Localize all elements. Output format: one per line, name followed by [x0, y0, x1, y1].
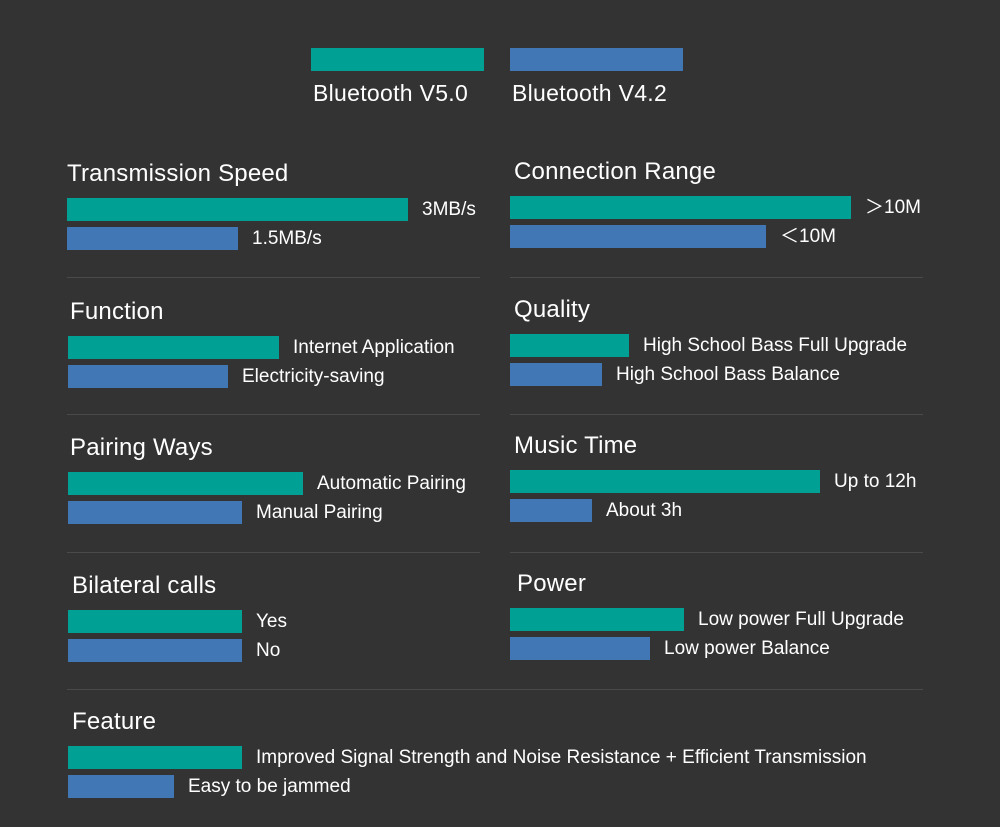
- section-title: Pairing Ways: [70, 434, 213, 461]
- bar-v50-label: Up to 12h: [834, 471, 917, 492]
- section-title: Power: [517, 570, 587, 597]
- bar-v42: [510, 225, 766, 248]
- divider: [510, 414, 923, 415]
- section-title: Quality: [514, 296, 591, 323]
- bar-v50: [510, 334, 629, 357]
- bar-v42-label: ＜10M: [780, 226, 836, 247]
- bar-v50: [68, 336, 279, 359]
- section-title: Connection Range: [514, 158, 717, 185]
- bar-v50-label: 3MB/s: [422, 199, 476, 220]
- bar-v50-label: Improved Signal Strength and Noise Resis…: [256, 747, 867, 768]
- legend-label-v42: Bluetooth V4.2: [512, 80, 668, 106]
- divider: [67, 277, 480, 278]
- bar-v50: [510, 196, 851, 219]
- bar-v50-label: Low power Full Upgrade: [698, 609, 904, 630]
- bar-v42-label: Manual Pairing: [256, 502, 383, 523]
- bar-v50: [68, 610, 242, 633]
- section-title: Transmission Speed: [67, 160, 289, 187]
- bar-v42: [68, 501, 242, 524]
- legend-swatch-v42: [510, 48, 683, 71]
- legend-swatch-v50: [311, 48, 484, 71]
- bar-v50-label: High School Bass Full Upgrade: [643, 335, 908, 356]
- bar-v42-label: About 3h: [606, 500, 683, 521]
- bar-v50: [510, 608, 684, 631]
- bar-v42: [67, 227, 238, 250]
- bar-v42-label: No: [256, 640, 281, 661]
- bar-v42: [510, 363, 602, 386]
- bar-v50: [68, 472, 303, 495]
- divider: [67, 689, 923, 690]
- bar-v50: [67, 198, 408, 221]
- bar-v42: [510, 499, 592, 522]
- legend-label-v50: Bluetooth V5.0: [313, 80, 469, 106]
- bar-v42: [68, 365, 228, 388]
- bar-v50: [510, 470, 820, 493]
- bar-v42: [510, 637, 650, 660]
- bar-v50-label: Automatic Pairing: [317, 473, 466, 494]
- section-title: Music Time: [514, 432, 638, 459]
- bar-v50-label: Internet Application: [293, 337, 455, 358]
- bar-v42-label: Easy to be jammed: [188, 776, 351, 797]
- bar-v42-label: 1.5MB/s: [252, 228, 322, 249]
- divider: [67, 552, 480, 553]
- divider: [67, 414, 480, 415]
- bar-v50-label: Yes: [256, 611, 287, 632]
- divider: [510, 552, 923, 553]
- bar-v42: [68, 775, 174, 798]
- divider: [510, 277, 923, 278]
- bar-v50-label: ＞10M: [865, 197, 921, 218]
- section-title: Function: [70, 298, 164, 325]
- bar-v42: [68, 639, 242, 662]
- section-title: Feature: [72, 708, 157, 735]
- bar-v42-label: High School Bass Balance: [616, 364, 840, 385]
- bar-v42-label: Electricity-saving: [242, 366, 385, 387]
- bar-v50: [68, 746, 242, 769]
- section-title: Bilateral calls: [72, 572, 217, 599]
- bar-v42-label: Low power Balance: [664, 638, 830, 659]
